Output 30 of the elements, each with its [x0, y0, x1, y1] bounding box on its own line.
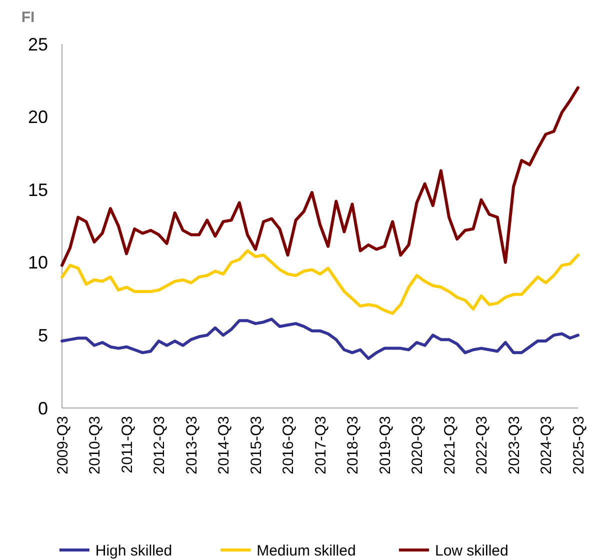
x-tick-label: 2016-Q3	[280, 416, 297, 474]
x-tick-label: 2022-Q3	[474, 416, 490, 474]
line-series	[60, 249, 580, 315]
x-tick-label: 2012-Q3	[151, 416, 168, 474]
x-tick-label: 2020-Q3	[409, 416, 426, 474]
x-tick-label: 2019-Q3	[376, 416, 394, 474]
x-tick-label: 2023-Q3	[506, 416, 523, 474]
x-tick-label: 2014-Q3	[216, 416, 232, 474]
x-tick-label: 2021-Q3	[441, 416, 458, 474]
y-tick-label: 20	[28, 107, 48, 128]
y-tick-label: 0	[38, 398, 48, 418]
y-tick-label: 10	[28, 252, 48, 273]
x-tick-label: 2015-Q3	[248, 416, 265, 474]
x-tick-label: 2024-Q3	[538, 416, 555, 474]
y-tick-label: 25	[28, 34, 48, 54]
x-tick-label: 2017-Q3	[312, 416, 330, 474]
x-tick-label: 2013-Q3	[183, 416, 200, 474]
y-tick-label: 5	[38, 326, 48, 346]
x-tick-label: 2018-Q3	[344, 416, 362, 474]
x-tick-label: 2011-Q3	[118, 416, 136, 474]
line-series	[60, 318, 580, 360]
y-axis-title: FI	[21, 9, 35, 26]
legend-label: Low skilled	[435, 542, 508, 560]
legend-label: High skilled	[95, 542, 172, 560]
line-series	[60, 86, 580, 267]
x-tick-label: 2010-Q3	[86, 416, 104, 474]
x-tick-label: 2025-Q3	[570, 416, 588, 474]
y-tick-label: 15	[28, 180, 48, 200]
x-tick-label: 2009-Q3	[54, 416, 72, 474]
legend-label: Medium skilled	[256, 542, 356, 560]
